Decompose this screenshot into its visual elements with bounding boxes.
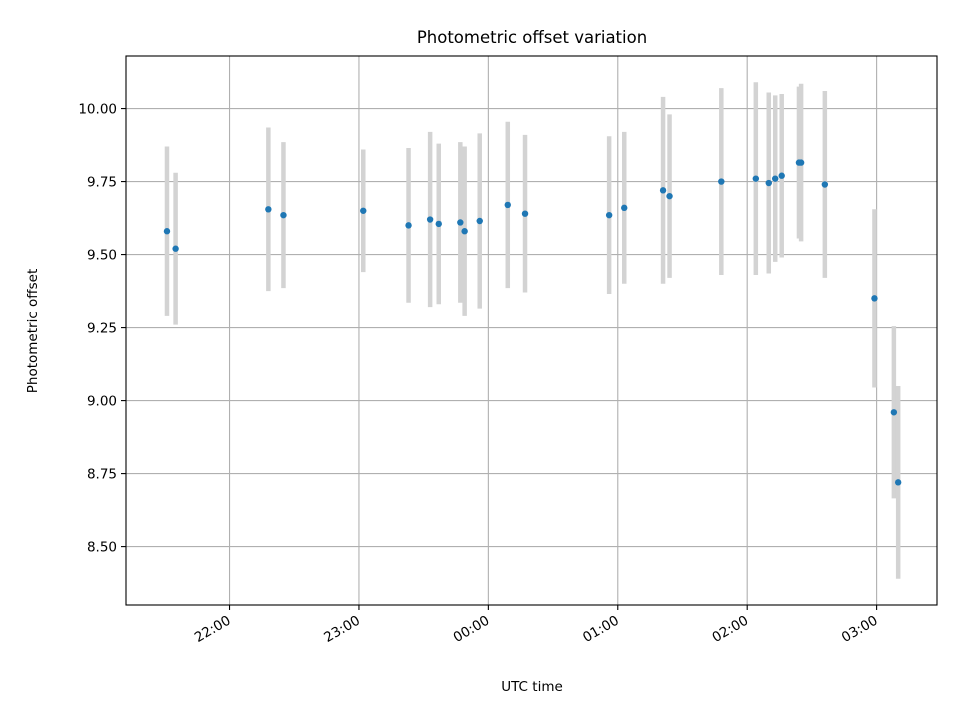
y-tick-label: 8.50 (87, 540, 117, 556)
x-tick-label: 00:00 (451, 613, 493, 646)
data-point (797, 159, 805, 166)
data-point (521, 210, 529, 217)
y-tick-label: 9.50 (87, 248, 117, 264)
data-point (821, 181, 829, 188)
y-tick-label: 9.25 (87, 321, 117, 337)
data-point (778, 172, 785, 179)
data-point (405, 222, 412, 229)
plot-frame (125, 55, 938, 606)
y-axis: 8.50 8.75 9.00 9.25 9.50 9.75 10.00 (78, 102, 126, 556)
data-point (360, 207, 367, 214)
y-axis-label: Photometric offset (25, 269, 41, 393)
data-point (163, 228, 171, 235)
x-tick-label: 01:00 (580, 613, 622, 646)
error-bars (164, 82, 901, 579)
x-tick-label: 22:00 (192, 613, 234, 646)
data-point (172, 245, 179, 252)
grid-lines (126, 56, 937, 605)
data-point (426, 216, 434, 223)
data-point (621, 204, 628, 212)
data-points (163, 159, 902, 486)
data-point (871, 295, 878, 302)
data-point (890, 409, 898, 416)
data-point (457, 219, 464, 226)
data-point (752, 175, 760, 182)
data-point (280, 211, 287, 219)
data-point (659, 187, 667, 194)
x-tick-label: 03:00 (839, 613, 881, 646)
data-point (666, 192, 673, 200)
chart-title: Photometric offset variation (417, 28, 647, 47)
data-point (435, 220, 442, 228)
data-point (504, 201, 511, 209)
x-axis-label: UTC time (501, 679, 563, 695)
x-axis: 22:00 23:00 00:00 01:00 02:00 03:00 (192, 605, 881, 646)
y-tick-label: 9.00 (87, 394, 117, 410)
y-tick-label: 9.75 (87, 175, 117, 191)
data-point (894, 479, 902, 486)
data-point (718, 178, 725, 185)
x-tick-label: 23:00 (321, 613, 363, 646)
y-tick-label: 8.75 (87, 467, 117, 483)
x-tick-label: 02:00 (709, 613, 751, 646)
y-tick-label: 10.00 (78, 102, 117, 118)
data-point (476, 217, 483, 225)
data-point (265, 206, 272, 213)
data-point (772, 175, 779, 182)
data-point (461, 228, 468, 235)
data-point (765, 179, 772, 187)
data-point (605, 211, 613, 219)
